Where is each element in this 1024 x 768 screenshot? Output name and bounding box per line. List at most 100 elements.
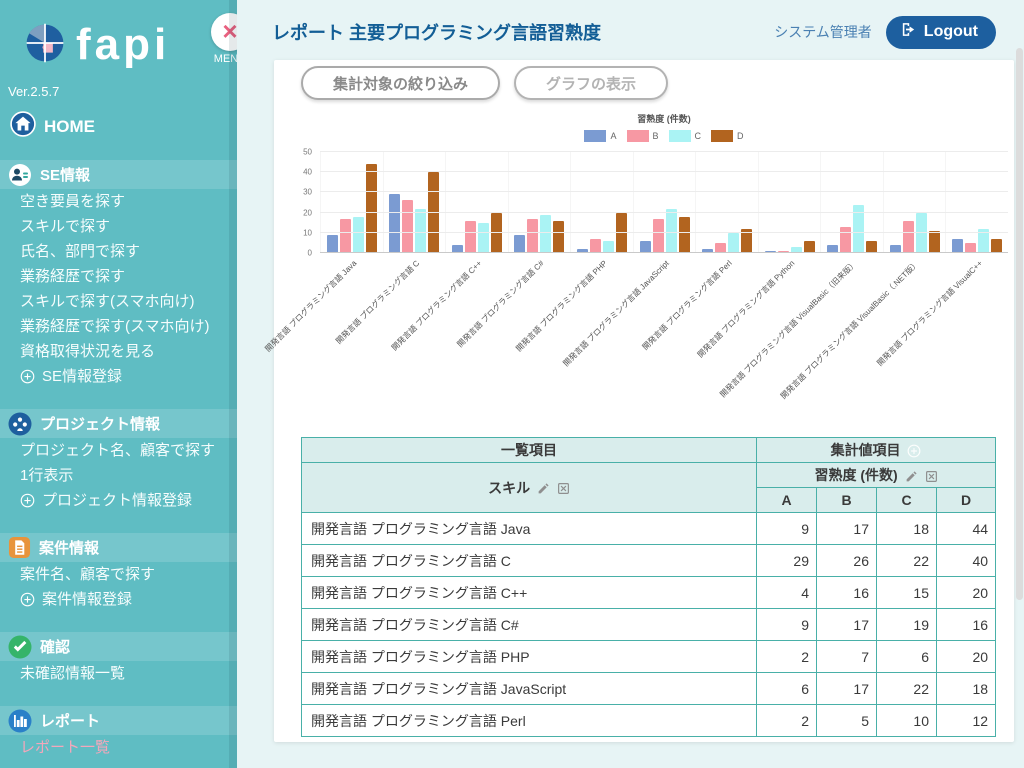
sidebar-item-label: 業務経歴で探す(スマホ向け): [20, 318, 210, 335]
sidebar-item[interactable]: プロジェクト名、顧客で探す: [0, 438, 237, 463]
sidebar-section-label: プロジェクト情報: [40, 416, 161, 433]
sidebar-item[interactable]: レポート一覧: [0, 735, 237, 760]
se-badge-icon: [8, 163, 32, 187]
bar-series-C: [352, 217, 364, 253]
sidebar-item[interactable]: 1行表示: [0, 463, 237, 488]
bar-group: [695, 152, 758, 253]
y-tick-label: 40: [303, 167, 312, 177]
chart-y-axis: 0 10 20 30 40 50: [288, 148, 316, 258]
bar-series-D: [866, 241, 878, 253]
chart-x-axis-labels: 開発言語 プログラミング言語 Java 開発言語 プログラミング言語 C 開発言語 …: [263, 256, 1008, 426]
sidebar-section-1: プロジェクト情報プロジェクト名、顧客で探す 1行表示 プロジェクト情報登録: [0, 409, 237, 513]
close-icon: ×: [222, 16, 237, 46]
sidebar-item-label: 氏名、部門で探す: [20, 243, 141, 260]
logout-button[interactable]: Logout: [885, 15, 996, 49]
logout-icon: [900, 21, 917, 43]
bar-series-A: [514, 235, 526, 253]
bar-series-C: [665, 209, 677, 253]
menu-close-label: MENU: [213, 53, 237, 65]
sidebar-item-label: スキルで探す(スマホ向け): [20, 293, 195, 310]
bar-series-B: [652, 219, 664, 253]
add-aggregate-column-icon[interactable]: [907, 444, 921, 458]
y-tick-label: 10: [303, 228, 312, 238]
value-cell: 29: [756, 544, 817, 577]
x-axis-label-cell: 開発言語 プログラミング言語 Java: [263, 256, 383, 426]
y-tick-label: 0: [307, 248, 312, 258]
skill-cell: 開発言語 プログラミング言語 C++: [301, 576, 757, 609]
vertical-scrollbar-thumb[interactable]: [1016, 48, 1023, 600]
table-header-list-item: 一覧項目: [301, 437, 757, 463]
bar-series-C: [853, 205, 865, 253]
sidebar-section-label: SE情報: [40, 167, 91, 184]
app-logo[interactable]: fapi: [0, 0, 237, 76]
value-cell: 22: [876, 672, 937, 705]
bar-series-B: [464, 221, 476, 253]
edit-measure-pencil-icon[interactable]: [905, 470, 918, 483]
bar-series-C: [415, 209, 427, 253]
value-cell: 18: [935, 672, 997, 705]
logo-text: fapi: [76, 20, 171, 69]
value-cell: 15: [876, 576, 937, 609]
sidebar-item[interactable]: 業務経歴で探す(スマホ向け): [0, 314, 237, 339]
bar-series-A: [576, 249, 588, 253]
sidebar-item[interactable]: スキルで探す(スマホ向け): [0, 289, 237, 314]
sidebar-item-label: プロジェクト名、顧客で探す: [20, 442, 216, 459]
app-version: Ver.2.5.7: [8, 84, 60, 99]
sidebar-item[interactable]: 空き要員を探す: [0, 189, 237, 214]
sidebar-item-label: SE情報登録: [42, 368, 123, 385]
sidebar-item[interactable]: SE情報登録: [0, 364, 237, 389]
show-graph-button[interactable]: グラフの表示: [514, 66, 669, 100]
remove-skill-xbox-icon[interactable]: [557, 482, 570, 495]
sidebar-item[interactable]: 未確認情報一覧: [0, 661, 237, 686]
fapi-logo-puzzle-icon: [24, 22, 66, 69]
bar-series-D: [490, 213, 502, 253]
legend-item-D: D: [711, 130, 744, 142]
sidebar-item-label: 資格取得状況を見る: [20, 343, 156, 360]
value-cell: 16: [935, 608, 997, 641]
gridline: [320, 231, 1008, 233]
bar-series-C: [790, 247, 802, 253]
gridline: [320, 151, 1008, 152]
chart-title: 習熟度 (件数): [637, 114, 691, 124]
value-cell: 9: [756, 608, 817, 641]
sidebar-item[interactable]: 業務経歴で探す: [0, 264, 237, 289]
value-cell: 44: [935, 512, 997, 545]
sidebar-section-header[interactable]: プロジェクト情報: [0, 409, 237, 438]
sidebar-section-header[interactable]: 案件情報: [0, 533, 237, 562]
gridline: [320, 171, 1008, 173]
bar-series-B: [840, 227, 852, 253]
user-name: システム管理者: [774, 24, 872, 40]
table-row: 開発言語 プログラミング言語 C++ 4 16 15 20: [301, 576, 997, 609]
sidebar-item[interactable]: 案件情報登録: [0, 587, 237, 612]
bar-series-D: [678, 217, 690, 253]
sidebar-section-header[interactable]: SE情報: [0, 160, 237, 189]
value-column-header-C: C: [876, 487, 937, 513]
sidebar-item-home[interactable]: HOME: [10, 111, 237, 142]
value-cell: 2: [756, 640, 817, 673]
sidebar-section-header[interactable]: レポート: [0, 706, 237, 735]
sidebar-item-label: 案件情報登録: [42, 591, 133, 608]
bar-series-A: [827, 245, 839, 253]
sidebar-section-header[interactable]: 確認: [0, 632, 237, 661]
bar-group: [570, 152, 633, 253]
sidebar-item[interactable]: プロジェクト情報登録: [0, 488, 237, 513]
y-tick-label: 30: [303, 187, 312, 197]
sidebar-item[interactable]: 資格取得状況を見る: [0, 339, 237, 364]
gridline: [320, 252, 1008, 253]
bar-series-A: [639, 241, 651, 253]
sidebar-edge-shade: [229, 0, 237, 768]
filter-target-button[interactable]: 集計対象の絞り込み: [301, 66, 501, 100]
menu-close-button[interactable]: × MENU: [208, 13, 237, 65]
sidebar-item[interactable]: 氏名、部門で探す: [0, 239, 237, 264]
bar-group: [945, 152, 1008, 253]
bar-series-D: [928, 231, 940, 253]
sidebar-item[interactable]: スキルで探す: [0, 214, 237, 239]
bar-series-B: [965, 243, 977, 253]
remove-measure-xbox-icon[interactable]: [925, 470, 938, 483]
sidebar-item[interactable]: 案件名、顧客で探す: [0, 562, 237, 587]
bar-group: [820, 152, 883, 253]
bar-series-B: [715, 243, 727, 253]
edit-skill-pencil-icon[interactable]: [537, 482, 550, 495]
skill-cell: 開発言語 プログラミング言語 Perl: [301, 704, 757, 737]
